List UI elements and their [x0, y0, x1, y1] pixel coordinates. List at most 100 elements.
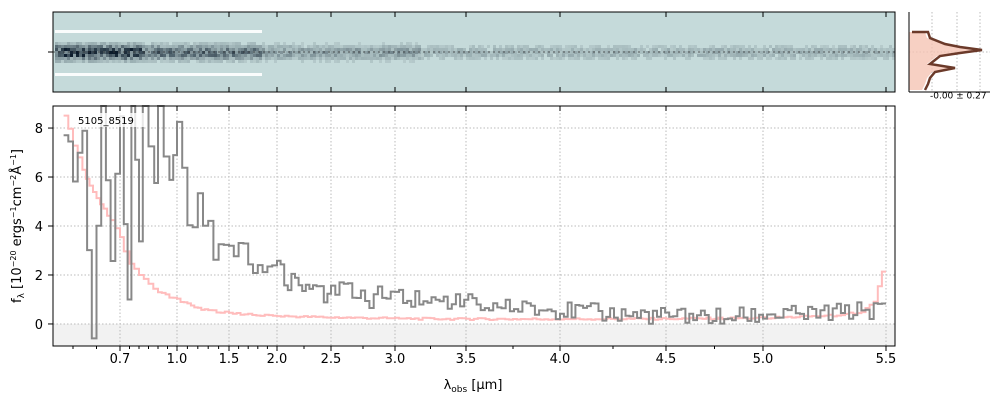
mask-pixel [244, 73, 247, 76]
trace-pixel [433, 48, 436, 51]
trace-pixel [493, 45, 496, 48]
y-axis-label: fλ [10−20 ergs−1cm−2Å−1] [9, 149, 27, 303]
trace-pixel [799, 54, 802, 57]
trace-pixel [562, 51, 565, 54]
trace-pixel [73, 45, 76, 48]
trace-pixel [235, 45, 238, 48]
trace-pixel [361, 51, 364, 54]
trace-pixel [244, 48, 247, 51]
trace-pixel [127, 48, 130, 51]
trace-pixel [268, 48, 271, 51]
trace-pixel [82, 42, 85, 45]
mask-pixel [235, 30, 238, 33]
trace-pixel [79, 57, 82, 60]
trace-pixel [559, 48, 562, 51]
trace-pixel [253, 42, 256, 45]
trace-pixel [397, 45, 400, 48]
trace-pixel [394, 45, 397, 48]
trace-pixel [178, 60, 181, 63]
trace-pixel [463, 48, 466, 51]
trace-pixel [676, 51, 679, 54]
trace-pixel [313, 54, 316, 57]
trace-pixel [334, 51, 337, 54]
trace-pixel [79, 42, 82, 45]
trace-pixel [484, 57, 487, 60]
trace-pixel [229, 54, 232, 57]
trace-pixel [475, 51, 478, 54]
trace-pixel [106, 54, 109, 57]
trace-pixel [343, 54, 346, 57]
trace-pixel [112, 48, 115, 51]
trace-pixel [448, 45, 451, 48]
trace-pixel [643, 54, 646, 57]
trace-pixel [502, 57, 505, 60]
trace-pixel [679, 48, 682, 51]
trace-pixel [511, 45, 514, 48]
mask-pixel [250, 30, 253, 33]
trace-pixel [811, 51, 814, 54]
trace-pixel [592, 51, 595, 54]
mask-pixel [130, 30, 133, 33]
trace-pixel [118, 45, 121, 48]
trace-pixel [874, 51, 877, 54]
trace-pixel [136, 60, 139, 63]
trace-pixel [424, 51, 427, 54]
trace-pixel [211, 54, 214, 57]
mask-pixel [199, 73, 202, 76]
trace-pixel [733, 57, 736, 60]
trace-pixel [358, 57, 361, 60]
trace-pixel [667, 51, 670, 54]
trace-pixel [61, 51, 64, 54]
trace-pixel [91, 54, 94, 57]
trace-pixel [58, 54, 61, 57]
trace-pixel [301, 45, 304, 48]
trace-pixel [631, 54, 634, 57]
trace-pixel [214, 42, 217, 45]
trace-pixel [259, 51, 262, 54]
x-tick-label: 4.5 [656, 352, 677, 367]
trace-pixel [142, 45, 145, 48]
trace-pixel [262, 57, 265, 60]
mask-pixel [61, 73, 64, 76]
trace-pixel [589, 45, 592, 48]
trace-pixel [424, 48, 427, 51]
trace-pixel [610, 48, 613, 51]
trace-pixel [253, 54, 256, 57]
trace-pixel [58, 51, 61, 54]
trace-pixel [532, 48, 535, 51]
trace-pixel [121, 48, 124, 51]
trace-pixel [565, 51, 568, 54]
trace-pixel [109, 42, 112, 45]
trace-pixel [376, 54, 379, 57]
trace-pixel [196, 57, 199, 60]
trace-pixel [862, 57, 865, 60]
trace-pixel [307, 45, 310, 48]
trace-pixel [346, 48, 349, 51]
trace-pixel [277, 48, 280, 51]
trace-pixel [118, 48, 121, 51]
trace-pixel [421, 48, 424, 51]
y-tick-label: 2 [35, 269, 43, 284]
trace-pixel [88, 48, 91, 51]
trace-pixel [223, 48, 226, 51]
trace-pixel [388, 57, 391, 60]
trace-pixel [607, 54, 610, 57]
trace-pixel [670, 45, 673, 48]
trace-pixel [430, 54, 433, 57]
trace-pixel [136, 54, 139, 57]
mask-pixel [223, 30, 226, 33]
trace-pixel [337, 42, 340, 45]
trace-pixel [688, 54, 691, 57]
trace-pixel [316, 57, 319, 60]
trace-pixel [160, 54, 163, 57]
trace-pixel [208, 57, 211, 60]
trace-pixel [298, 57, 301, 60]
trace-pixel [181, 42, 184, 45]
trace-pixel [391, 51, 394, 54]
trace-pixel [592, 54, 595, 57]
trace-pixel [427, 51, 430, 54]
mask-pixel [100, 73, 103, 76]
trace-pixel [64, 54, 67, 57]
trace-pixel [511, 48, 514, 51]
trace-pixel [154, 42, 157, 45]
